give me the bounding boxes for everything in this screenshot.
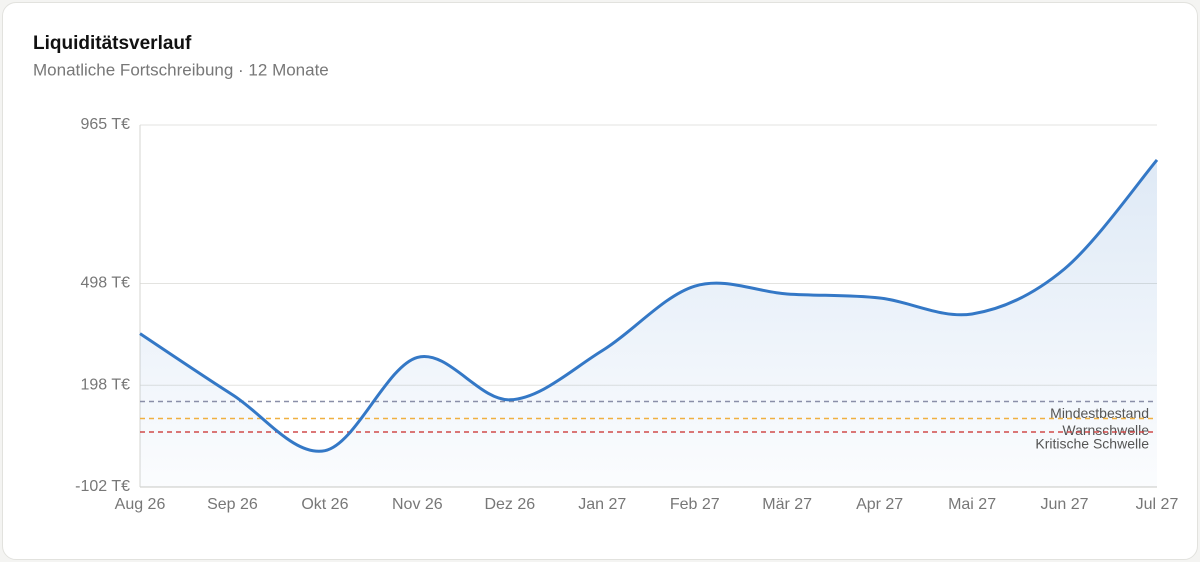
x-tick-label: Mai 27 [948, 496, 996, 513]
chart: Liquiditätsverlauf Monatliche Fortschrei… [33, 33, 1179, 513]
x-tick-label: Mär 27 [762, 496, 812, 513]
x-tick-label: Jan 27 [578, 496, 626, 513]
y-tick-label: -102 T€ [75, 478, 130, 495]
x-tick-label: Nov 26 [392, 496, 443, 513]
y-tick-label: 198 T€ [80, 376, 130, 393]
threshold-label: Kritische Schwelle [1035, 436, 1149, 452]
y-tick-label: 498 T€ [80, 275, 130, 292]
area [140, 159, 1157, 487]
x-tick-label: Okt 26 [301, 496, 348, 513]
x-tick-label: Apr 27 [856, 496, 903, 513]
threshold-label: Mindestbestand [1050, 405, 1149, 421]
chart-subtitle: Monatliche Fortschreibung · 12 Monate [33, 60, 329, 79]
y-tick-label: 965 T€ [80, 116, 130, 133]
x-tick-label: Feb 27 [670, 496, 720, 513]
x-tick-label: Sep 26 [207, 496, 258, 513]
x-tick-label: Jul 27 [1136, 496, 1179, 513]
threshold-label: Warnschwelle [1062, 422, 1149, 438]
line [139, 158, 1159, 453]
x-tick-label: Dez 26 [484, 496, 535, 513]
x-tick-label: Aug 26 [115, 496, 166, 513]
x-tick-label: Jun 27 [1041, 496, 1089, 513]
chart-title: Liquiditätsverlauf [33, 33, 192, 54]
